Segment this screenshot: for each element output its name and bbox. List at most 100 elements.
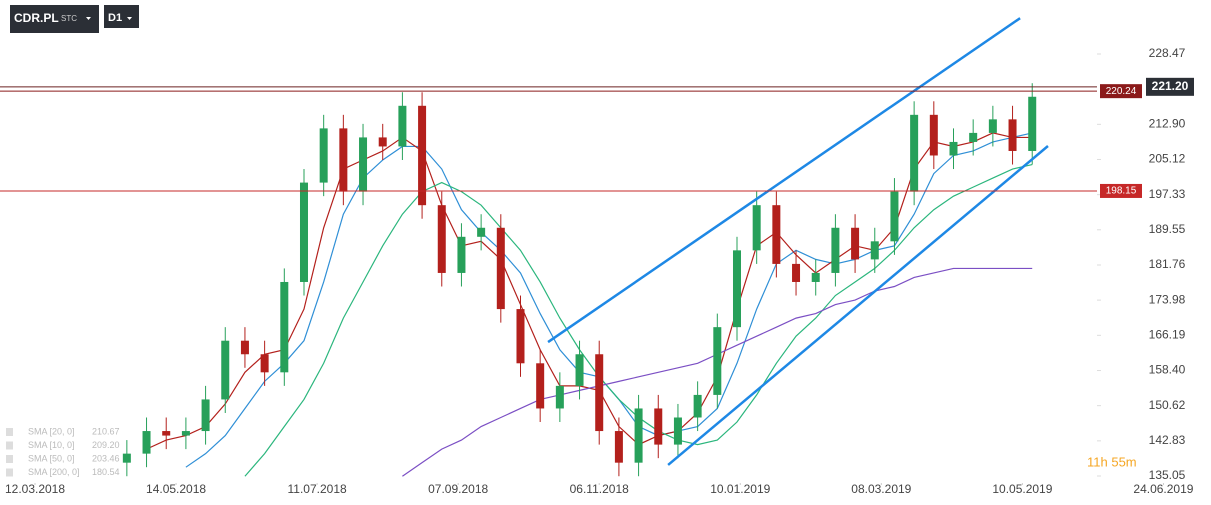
level-label: 198.15	[1106, 186, 1137, 197]
candle-body	[181, 431, 190, 436]
candle-body	[614, 431, 623, 463]
y-tick-label: 212.90	[1149, 116, 1186, 130]
candle-body	[496, 227, 505, 310]
candle-body	[477, 227, 486, 237]
candle-body	[418, 105, 427, 206]
x-tick-label: 07.09.2018	[428, 482, 488, 496]
candle-body	[870, 241, 879, 260]
y-tick-label: 181.76	[1149, 257, 1186, 271]
candle-body	[339, 128, 348, 192]
candle-body	[280, 281, 289, 373]
candle-body	[575, 354, 584, 386]
x-tick-label: 12.03.2018	[5, 482, 65, 496]
y-tick-label: 150.62	[1149, 398, 1186, 412]
candle-body	[162, 431, 171, 436]
candle-body	[398, 105, 407, 147]
candle-body	[811, 272, 820, 282]
legend-icon	[6, 455, 13, 463]
legend-value: 180.54	[92, 467, 120, 477]
x-tick-label: 14.05.2018	[146, 482, 206, 496]
candle-body	[949, 141, 958, 156]
caret	[86, 17, 91, 20]
x-tick-label: 08.03.2019	[851, 482, 911, 496]
level-label-box	[1100, 84, 1142, 99]
y-tick-label: 158.40	[1149, 363, 1186, 377]
y-tick-label: 142.83	[1149, 433, 1186, 447]
candle-body	[299, 182, 308, 282]
y-tick-label: 173.98	[1149, 292, 1186, 306]
x-tick-label: 24.06.2019	[1133, 482, 1193, 496]
y-tick-label: 135.05	[1149, 468, 1186, 482]
trendline	[547, 17, 1021, 344]
candle-body	[634, 408, 643, 463]
candle-body	[713, 327, 722, 395]
y-tick-label: 228.47	[1149, 46, 1186, 60]
candle-body	[693, 394, 702, 418]
level-label-box	[1100, 183, 1142, 198]
candle-body	[201, 399, 210, 432]
y-tick-label: 205.12	[1149, 152, 1186, 166]
y-tick-label: 189.55	[1149, 222, 1186, 236]
legend-name: SMA [50, 0]	[28, 453, 75, 463]
legend-icon	[6, 428, 13, 436]
candle-body	[988, 119, 997, 133]
candle-body	[831, 227, 840, 273]
candle-body	[122, 453, 131, 463]
candle-body	[752, 205, 761, 251]
countdown: 11h 55m	[1087, 454, 1137, 469]
plot	[122, 17, 1049, 477]
candle-body	[851, 227, 860, 260]
sma-line	[146, 132, 1033, 450]
interval: D1	[108, 12, 122, 24]
symbol-button[interactable]	[10, 5, 99, 33]
last-price-label: 221.20	[1152, 79, 1189, 93]
y-tick-label: 197.33	[1149, 187, 1186, 201]
y-tick-label: 166.19	[1149, 327, 1186, 341]
candle-body	[732, 250, 741, 328]
candle-body	[457, 236, 466, 273]
x-tick-label: 06.11.2018	[570, 482, 629, 496]
legend-value: 210.67	[92, 426, 120, 436]
candle-body	[378, 137, 387, 147]
symbol: CDR.PL	[14, 11, 59, 25]
x-tick-label: 11.07.2018	[288, 482, 347, 496]
candle-body	[437, 205, 446, 273]
x-tick-label: 10.01.2019	[710, 482, 770, 496]
caret	[127, 17, 132, 20]
last-price-box	[1146, 77, 1194, 96]
candle-body	[673, 417, 682, 445]
candle-body	[516, 309, 525, 364]
candle-body	[359, 137, 368, 192]
interval-button[interactable]	[104, 5, 139, 28]
candle-body	[536, 363, 545, 409]
candle-body	[1008, 119, 1017, 151]
candle-body	[772, 205, 781, 264]
x-tick-label: 10.05.2019	[992, 482, 1052, 496]
candle-body	[221, 340, 230, 400]
candle-body	[260, 354, 269, 373]
legend-icon	[6, 441, 13, 450]
candle-body	[929, 114, 938, 156]
legend-icon	[6, 468, 13, 477]
legend-name: SMA [10, 0]	[28, 440, 75, 450]
candle-body	[240, 340, 249, 355]
candle-body	[654, 408, 663, 445]
legend-name: SMA [200, 0]	[28, 467, 80, 477]
candle-body	[890, 191, 899, 242]
toolbar: CDR.PL STC D1	[10, 5, 139, 33]
level-label: 220.24	[1106, 86, 1137, 97]
candle-body	[319, 128, 328, 183]
legend-name: SMA [20, 0]	[28, 426, 75, 436]
candle-body	[792, 263, 801, 282]
candle-body	[142, 431, 151, 454]
candle-body	[1028, 96, 1037, 151]
market: STC	[61, 14, 77, 23]
candle-body	[910, 114, 919, 192]
candle-body	[969, 132, 978, 142]
candle-body	[555, 385, 564, 409]
candle-body	[595, 354, 604, 432]
legend-value: 209.20	[92, 440, 120, 450]
trendline	[667, 145, 1049, 466]
